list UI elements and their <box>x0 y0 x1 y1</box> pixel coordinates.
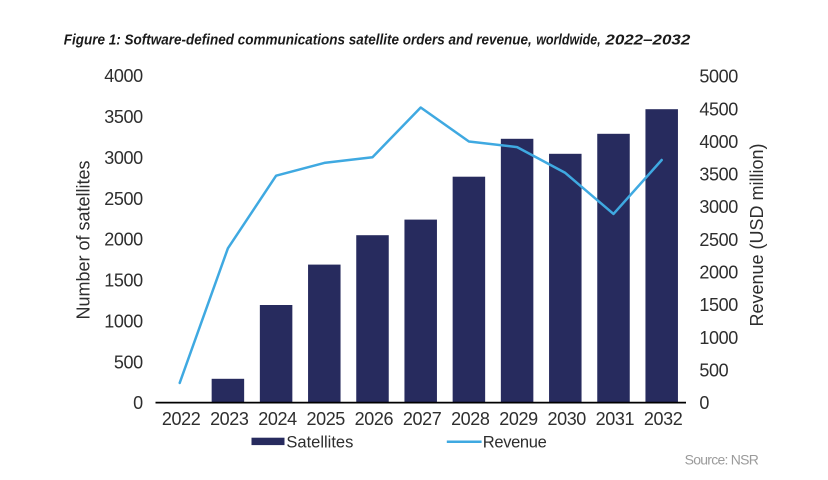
svg-text:3500: 3500 <box>699 165 738 185</box>
svg-text:Figure 1: Software-defined com: Figure 1: Software-defined communication… <box>64 31 532 48</box>
svg-text:2500: 2500 <box>104 189 143 209</box>
svg-text:2025: 2025 <box>306 409 345 429</box>
svg-text:3500: 3500 <box>104 107 143 127</box>
svg-text:Source: NSR: Source: NSR <box>685 451 759 467</box>
svg-text:1500: 1500 <box>699 295 738 315</box>
svg-text:2028: 2028 <box>451 409 490 429</box>
svg-text:3000: 3000 <box>699 197 738 217</box>
svg-text:1000: 1000 <box>104 311 143 331</box>
svg-text:4000: 4000 <box>699 132 738 152</box>
svg-text:1500: 1500 <box>104 271 143 291</box>
svg-text:Revenue: Revenue <box>483 433 547 451</box>
svg-text:1000: 1000 <box>699 328 738 348</box>
svg-text:0: 0 <box>699 393 709 413</box>
svg-text:500: 500 <box>699 361 728 381</box>
svg-text:4500: 4500 <box>699 99 738 119</box>
svg-text:2031: 2031 <box>596 409 635 429</box>
svg-text:2022: 2022 <box>162 409 201 429</box>
svg-text:2000: 2000 <box>699 263 738 283</box>
svg-text:worldwide,: worldwide, <box>536 31 601 48</box>
svg-text:2024: 2024 <box>258 409 297 429</box>
svg-text:5000: 5000 <box>699 67 738 87</box>
svg-text:0: 0 <box>133 393 143 413</box>
svg-text:Revenue (USD million): Revenue (USD million) <box>747 143 767 326</box>
svg-text:2500: 2500 <box>699 230 738 250</box>
svg-text:2022–2032: 2022–2032 <box>604 31 691 48</box>
svg-text:2027: 2027 <box>403 409 442 429</box>
svg-text:2029: 2029 <box>499 409 538 429</box>
svg-text:2026: 2026 <box>355 409 394 429</box>
svg-text:2030: 2030 <box>547 409 586 429</box>
svg-text:4000: 4000 <box>104 66 143 86</box>
svg-text:Satellites: Satellites <box>286 433 353 451</box>
svg-text:3000: 3000 <box>104 148 143 168</box>
svg-text:Number of satellites: Number of satellites <box>74 160 94 319</box>
svg-text:2023: 2023 <box>210 409 249 429</box>
svg-text:2032: 2032 <box>644 409 683 429</box>
svg-text:2000: 2000 <box>104 230 143 250</box>
svg-text:500: 500 <box>114 352 143 372</box>
